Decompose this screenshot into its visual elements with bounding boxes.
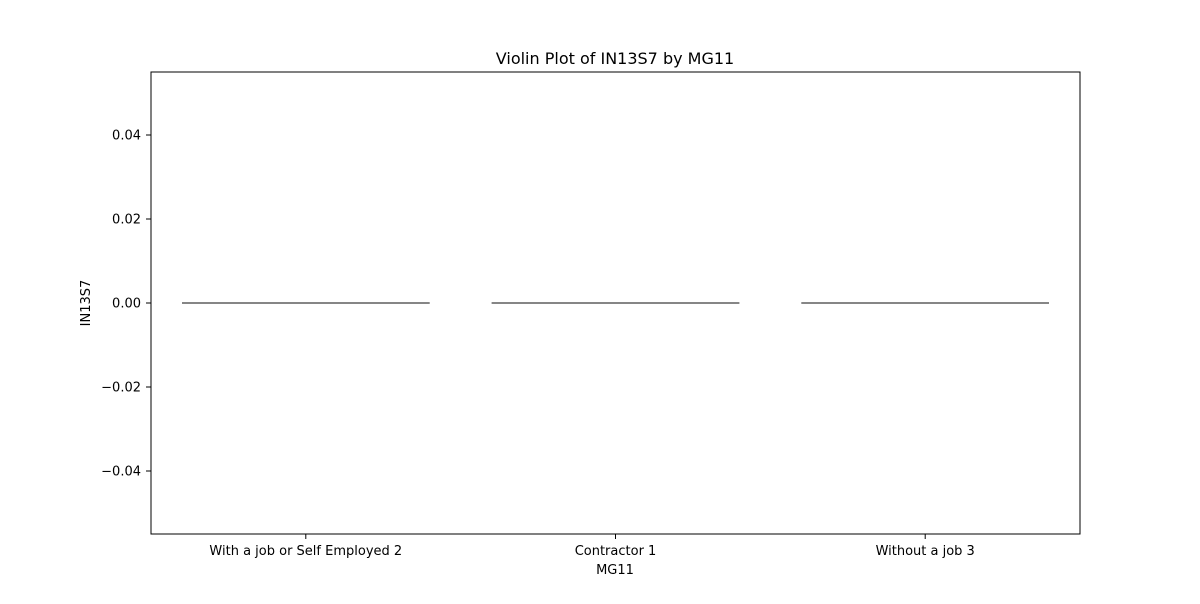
x-tick-label-3: Without a job 3 [876,544,975,559]
plot-frame [150,71,1081,535]
y-axis-label: IN13S7 [79,280,94,327]
y-tick-label-2: −0.02 [101,381,141,396]
x-tick-label-1: With a job or Self Employed 2 [209,544,402,559]
y-tick-label-5: 0.04 [112,129,141,144]
y-tick-label-4: 0.02 [112,213,141,228]
x-axis: With a job or Self Employed 2 Contractor … [209,534,975,559]
y-axis: −0.04 −0.02 0.00 0.02 0.04 [101,129,151,480]
x-axis-label: MG11 [596,563,634,578]
chart-title: Violin Plot of IN13S7 by MG11 [496,49,734,68]
y-tick-label-3: 0.00 [112,297,141,312]
y-tick-label-1: −0.04 [101,465,141,480]
x-tick-label-2: Contractor 1 [575,544,657,559]
